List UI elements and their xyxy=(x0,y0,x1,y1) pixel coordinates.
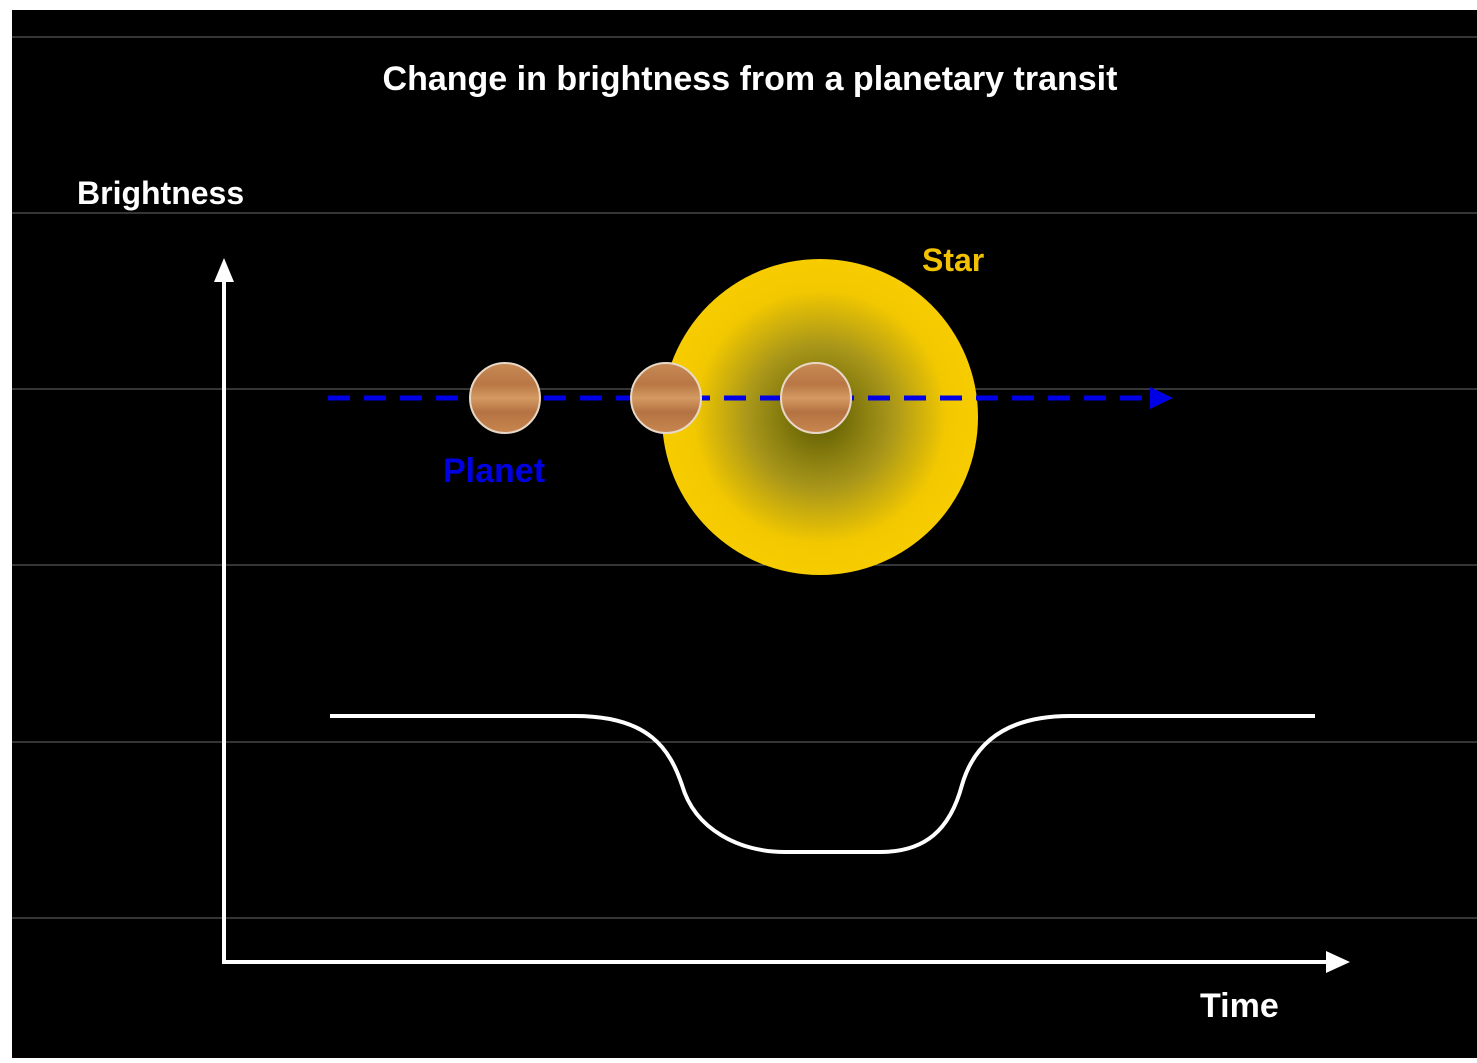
y-axis-label: Brightness xyxy=(77,175,244,211)
planet xyxy=(470,363,540,433)
title: Change in brightness from a planetary tr… xyxy=(383,60,1118,98)
diagram: Change in brightness from a planetary tr… xyxy=(0,0,1477,1063)
planet xyxy=(781,363,851,433)
star-label: Star xyxy=(922,242,984,278)
planet-label: Planet xyxy=(443,452,545,490)
x-axis-label: Time xyxy=(1200,987,1279,1025)
planet xyxy=(631,363,701,433)
page: Change in brightness from a planetary tr… xyxy=(0,0,1477,1063)
